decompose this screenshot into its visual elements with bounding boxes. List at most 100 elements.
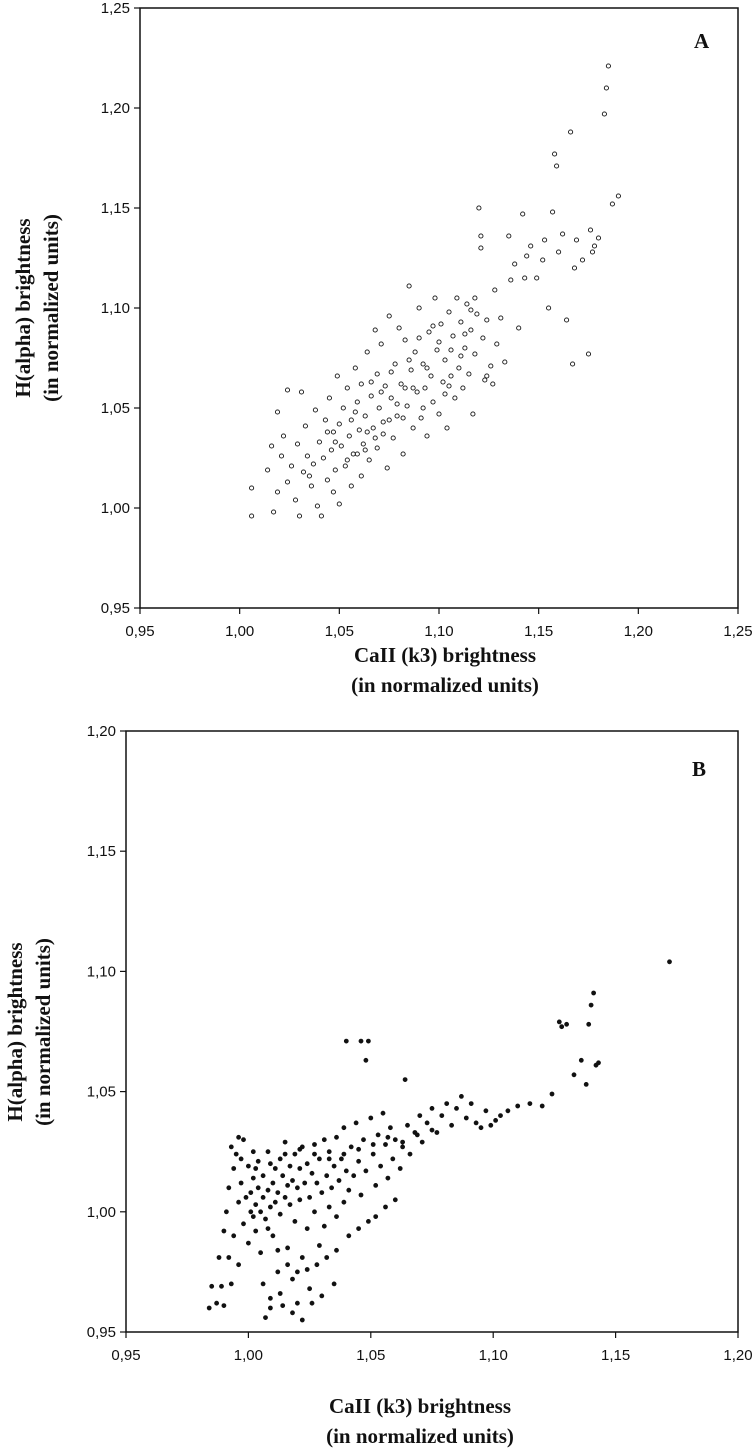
x-tick-label: 1,05 <box>325 623 354 640</box>
data-point <box>394 401 400 407</box>
data-point <box>498 315 504 321</box>
data-point <box>302 423 308 429</box>
data-point <box>442 357 448 363</box>
data-point <box>458 353 464 359</box>
data-point <box>474 311 480 317</box>
x-axis-label-b-line1: CaII (k3) brightness <box>329 1394 511 1418</box>
data-point <box>556 249 562 255</box>
data-point <box>299 1317 305 1323</box>
data-point <box>221 1303 227 1308</box>
data-point <box>299 1255 305 1260</box>
data-point <box>462 331 468 337</box>
data-point <box>442 391 448 397</box>
data-point <box>258 1209 263 1215</box>
data-point <box>267 1161 273 1167</box>
data-point <box>386 417 392 423</box>
data-point <box>233 1151 239 1157</box>
data-point <box>382 383 388 389</box>
scatter-points-b <box>206 959 672 1323</box>
y-tick-label: 1,20 <box>101 100 130 117</box>
data-point <box>228 1144 234 1150</box>
data-point <box>272 1199 278 1205</box>
data-point <box>245 1163 251 1169</box>
data-point <box>274 409 281 415</box>
data-point <box>402 337 408 343</box>
data-point <box>516 325 522 331</box>
data-point <box>484 317 490 323</box>
data-point <box>420 361 426 367</box>
data-point <box>314 1180 320 1186</box>
data-point <box>352 365 358 371</box>
data-point <box>571 265 578 271</box>
data-point <box>385 1175 391 1181</box>
data-point <box>316 1156 322 1162</box>
data-point <box>348 483 354 489</box>
data-point <box>615 193 621 199</box>
scatter-points-a <box>249 63 621 519</box>
data-point <box>374 371 380 377</box>
data-point <box>304 1267 310 1272</box>
data-point <box>478 245 484 251</box>
data-point <box>330 489 336 495</box>
data-point <box>285 1183 290 1188</box>
data-point <box>304 453 310 459</box>
data-point <box>271 509 277 515</box>
data-point <box>370 425 376 431</box>
data-point <box>419 1139 425 1145</box>
data-point <box>267 1305 273 1311</box>
panel-label-a: A <box>694 29 710 53</box>
data-point <box>297 1166 303 1171</box>
x-tick-label: 1,00 <box>225 623 254 640</box>
y-tick-label: 1,05 <box>101 400 130 417</box>
data-point <box>585 351 592 357</box>
data-point <box>285 1245 290 1251</box>
data-point <box>583 1082 589 1087</box>
data-point <box>270 1180 276 1186</box>
data-point <box>512 261 518 267</box>
data-point <box>372 435 378 441</box>
data-point <box>366 457 372 463</box>
data-point <box>400 1139 405 1145</box>
data-point <box>376 405 382 411</box>
data-point <box>280 433 287 439</box>
data-point <box>245 1240 251 1246</box>
data-point <box>354 451 360 457</box>
data-point <box>321 1223 327 1229</box>
data-point <box>378 341 384 347</box>
data-point <box>390 435 396 441</box>
data-point <box>398 381 404 387</box>
data-point <box>334 1214 339 1219</box>
data-point <box>452 395 458 401</box>
y-tick-label: 1,10 <box>87 963 116 980</box>
data-point <box>361 1137 366 1143</box>
data-point <box>515 1103 521 1109</box>
data-point <box>308 483 314 489</box>
data-point <box>406 357 412 363</box>
data-point <box>556 1019 562 1025</box>
y-tick-label: 1,15 <box>87 843 116 860</box>
data-point <box>609 201 615 207</box>
data-point <box>554 163 560 169</box>
data-point <box>601 111 607 117</box>
y-axis-label-b-line1: H(alpha) brightness <box>3 942 27 1121</box>
data-point <box>546 305 552 311</box>
data-point <box>282 1139 288 1145</box>
data-point <box>502 359 508 365</box>
data-point <box>304 1161 310 1167</box>
data-point <box>439 1113 445 1118</box>
y-tick-label: 0,95 <box>87 1324 116 1341</box>
data-point <box>260 1195 266 1200</box>
data-point <box>458 1094 464 1099</box>
data-point <box>226 1255 232 1260</box>
data-point <box>284 387 291 393</box>
panel-a: A 0,95 1,00 1,05 1,10 1,15 1,20 1,25 0,95 1,00 1… <box>11 0 753 697</box>
data-point <box>249 485 255 491</box>
data-point <box>265 1149 271 1155</box>
data-point <box>249 513 255 519</box>
data-point <box>351 1173 357 1179</box>
data-point <box>522 275 528 281</box>
data-point <box>404 403 410 409</box>
data-point <box>307 1195 312 1200</box>
data-point <box>364 349 370 355</box>
